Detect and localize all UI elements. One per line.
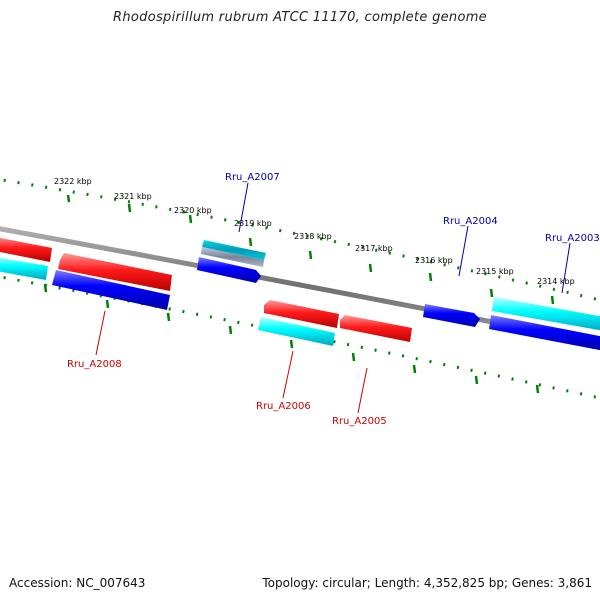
leader-line-rru-a2008 — [95, 310, 106, 356]
gene-label-rru-a2007[interactable]: Rru_A2007 — [225, 172, 280, 183]
feature-gene-forward-rru-a2006[interactable] — [258, 317, 335, 346]
tick-label: 2315 kbp — [476, 267, 514, 276]
gene-label-rru-a2008[interactable]: Rru_A2008 — [67, 359, 122, 370]
feature-gene-reverse-rru-a2003[interactable] — [492, 297, 600, 332]
leader-line-rru-a2005 — [357, 367, 368, 414]
tick-label: 2317 kbp — [355, 244, 393, 253]
leader-line-rru-a2004 — [458, 225, 469, 277]
feature-cds-reverse-rru-a2004[interactable] — [423, 304, 480, 327]
feature-cds-reverse-rru-a2007[interactable] — [197, 257, 261, 283]
accession-text: Accession: NC_007643 — [9, 576, 146, 590]
upper-major-ticks — [66, 194, 555, 305]
feature-gene-reverse-rru-a2007[interactable] — [201, 240, 266, 267]
feature-cds-forward[interactable] — [0, 236, 52, 262]
leader-line-rru-a2006 — [282, 350, 294, 399]
gene-label-rru-a2004[interactable]: Rru_A2004 — [443, 216, 498, 227]
tick-label: 2319 kbp — [234, 219, 272, 228]
tick-label: 2318 kbp — [294, 232, 332, 241]
feature-gene-forward[interactable] — [0, 256, 48, 280]
lower-major-ticks — [43, 283, 540, 394]
map-title: Rhodospirillum rubrum ATCC 11170, comple… — [113, 10, 487, 25]
tick-label: 2316 kbp — [415, 256, 453, 265]
gene-label-rru-a2003[interactable]: Rru_A2003 — [545, 233, 600, 244]
feature-cds-reverse-rru-a2003[interactable] — [489, 315, 600, 352]
tick-label: 2322 kbp — [54, 177, 92, 186]
feature-gene-forward-rru-a2008[interactable] — [52, 270, 170, 310]
feature-cds-forward-rru-a2005[interactable] — [340, 315, 412, 342]
genome-summary-text: Topology: circular; Length: 4,352,825 bp… — [262, 576, 592, 590]
gene-label-rru-a2006[interactable]: Rru_A2006 — [256, 401, 311, 412]
leader-line-rru-a2003 — [561, 242, 571, 294]
tick-label: 2321 kbp — [114, 192, 152, 201]
leader-line-rru-a2007 — [238, 182, 249, 233]
gene-label-rru-a2005[interactable]: Rru_A2005 — [332, 416, 387, 427]
feature-cds-forward-rru-a2008[interactable] — [58, 253, 172, 291]
feature-cds-forward-rru-a2006[interactable] — [264, 300, 339, 328]
tick-label: 2314 kbp — [537, 277, 575, 286]
tick-label: 2320 kbp — [174, 206, 212, 215]
